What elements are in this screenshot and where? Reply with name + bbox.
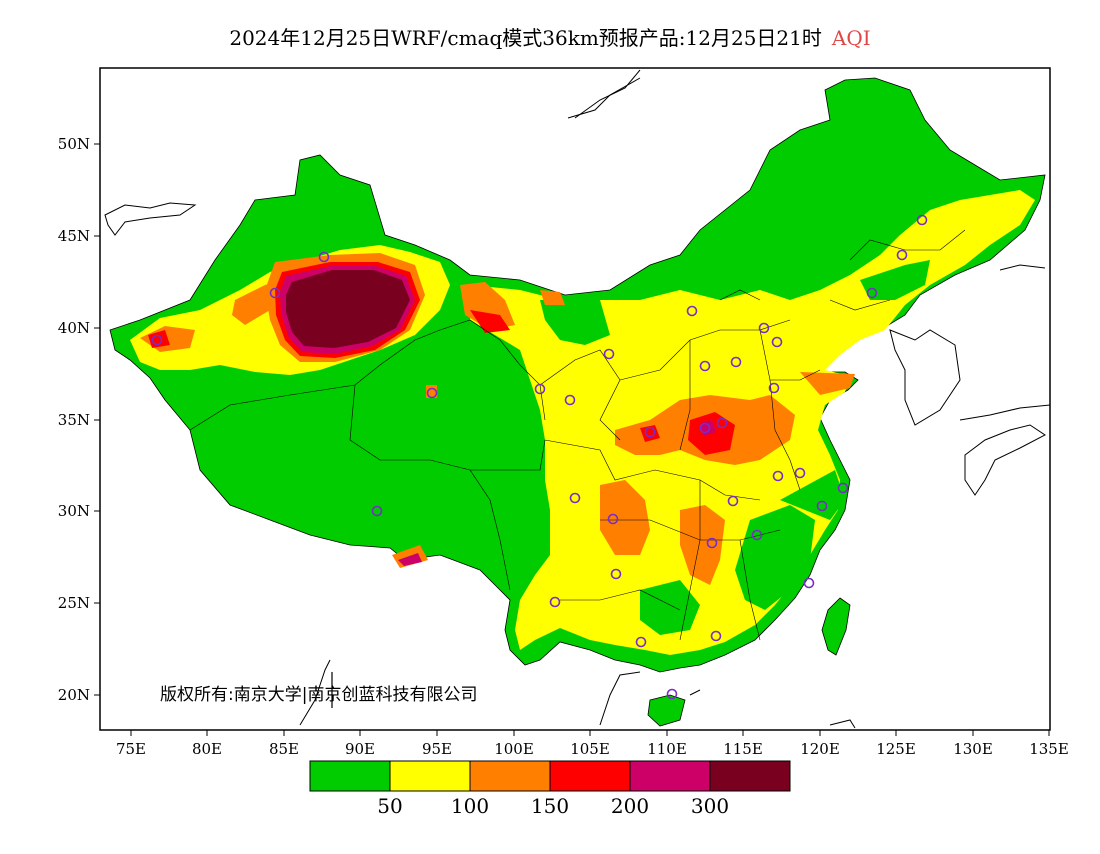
colorbar-swatch xyxy=(629,760,711,792)
station-marker xyxy=(716,417,728,429)
aqi-good-patch xyxy=(640,580,700,635)
lon-labels: 75E 80E 85E 90E 95E 100E 105E 110E 115E … xyxy=(116,740,1069,758)
aqi-unhealthy-zone xyxy=(398,553,422,566)
colorbar-label: 200 xyxy=(611,794,649,818)
station-marker xyxy=(610,568,622,580)
colorbar xyxy=(309,760,791,792)
taiwan-landmass xyxy=(821,597,851,656)
station-marker xyxy=(666,688,678,700)
station-marker xyxy=(569,492,581,504)
lon-label: 120E xyxy=(800,740,840,758)
station-marker xyxy=(699,360,711,372)
lon-label: 75E xyxy=(116,740,146,758)
lon-label: 130E xyxy=(953,740,993,758)
lat-label: 50N xyxy=(58,135,90,153)
colorbar-label: 100 xyxy=(451,794,489,818)
map-frame xyxy=(99,67,1051,731)
station-marker xyxy=(758,322,770,334)
station-markers xyxy=(151,214,928,700)
title-text: 2024年12月25日WRF/cmaq模式36km预报产品:12月25日21时 xyxy=(229,26,822,50)
station-marker xyxy=(269,287,281,299)
aqi-good-patch xyxy=(540,300,610,345)
lon-label: 80E xyxy=(192,740,222,758)
lat-ticks xyxy=(94,143,100,696)
copyright-text: 版权所有:南京大学|南京创蓝科技有限公司 xyxy=(160,685,478,705)
station-marker xyxy=(426,387,438,399)
lat-label: 45N xyxy=(58,227,90,245)
aqi-good-patch xyxy=(860,260,930,300)
colorbar-swatch xyxy=(389,760,471,792)
station-marker xyxy=(816,500,828,512)
colorbar-swatch xyxy=(469,760,551,792)
station-marker xyxy=(730,356,742,368)
station-marker xyxy=(866,287,878,299)
foreign-coastlines xyxy=(104,69,1050,729)
lat-label: 20N xyxy=(58,686,90,704)
station-marker xyxy=(710,630,722,642)
colorbar-swatch xyxy=(709,760,791,792)
lon-label: 85E xyxy=(269,740,299,758)
aqi-unhealthy-zone xyxy=(470,310,510,333)
station-marker xyxy=(151,334,163,346)
aqi-good-patch xyxy=(780,470,845,520)
map-title: 2024年12月25日WRF/cmaq模式36km预报产品:12月25日21时 A… xyxy=(0,22,1100,51)
station-marker xyxy=(837,482,849,494)
lat-label: 35N xyxy=(58,411,90,429)
station-marker xyxy=(772,470,784,482)
station-marker xyxy=(635,636,647,648)
aqi-usg-zone xyxy=(800,372,855,395)
station-marker xyxy=(706,537,718,549)
station-marker xyxy=(644,426,656,438)
station-marker xyxy=(564,394,576,406)
colorbar-swatch xyxy=(309,760,391,792)
colorbar-swatch xyxy=(549,760,631,792)
lon-label: 110E xyxy=(647,740,687,758)
station-marker xyxy=(916,214,928,226)
lon-label: 100E xyxy=(494,740,534,758)
station-marker xyxy=(549,596,561,608)
station-marker xyxy=(699,422,711,434)
station-marker xyxy=(751,529,763,541)
colorbar-label: 300 xyxy=(691,794,729,818)
lon-label: 90E xyxy=(345,740,375,758)
aqi-usg-zone xyxy=(680,505,725,585)
colorbar-labels: 50 100 150 200 300 xyxy=(377,794,729,818)
lon-label: 125E xyxy=(876,740,916,758)
station-marker xyxy=(794,467,806,479)
lon-label: 115E xyxy=(723,740,763,758)
aqi-unhealthy-zone xyxy=(640,425,660,442)
lon-ticks xyxy=(130,730,1050,736)
station-marker xyxy=(371,505,383,517)
station-marker xyxy=(771,336,783,348)
station-marker xyxy=(803,577,815,589)
title-variable: AQI xyxy=(831,26,871,50)
hainan-landmass xyxy=(647,694,686,727)
lat-label: 25N xyxy=(58,594,90,612)
station-marker xyxy=(607,513,619,525)
station-marker xyxy=(534,383,546,395)
lon-label: 105E xyxy=(570,740,610,758)
aqi-usg-zone xyxy=(600,480,650,555)
aqi-usg-zone xyxy=(540,290,565,305)
station-marker xyxy=(318,251,330,263)
station-marker xyxy=(727,495,739,507)
lon-label: 135E xyxy=(1029,740,1069,758)
aqi-hazardous-zone xyxy=(286,270,410,348)
station-marker xyxy=(686,305,698,317)
lat-label: 40N xyxy=(58,319,90,337)
province-boundaries xyxy=(189,229,966,641)
lon-label: 95E xyxy=(422,740,452,758)
colorbar-label: 150 xyxy=(531,794,569,818)
lat-label: 30N xyxy=(58,502,90,520)
station-marker xyxy=(603,348,615,360)
station-marker xyxy=(896,249,908,261)
station-marker xyxy=(768,382,780,394)
lat-labels: 50N 45N 40N 35N 30N 25N 20N xyxy=(58,135,90,704)
colorbar-label: 50 xyxy=(377,794,402,818)
